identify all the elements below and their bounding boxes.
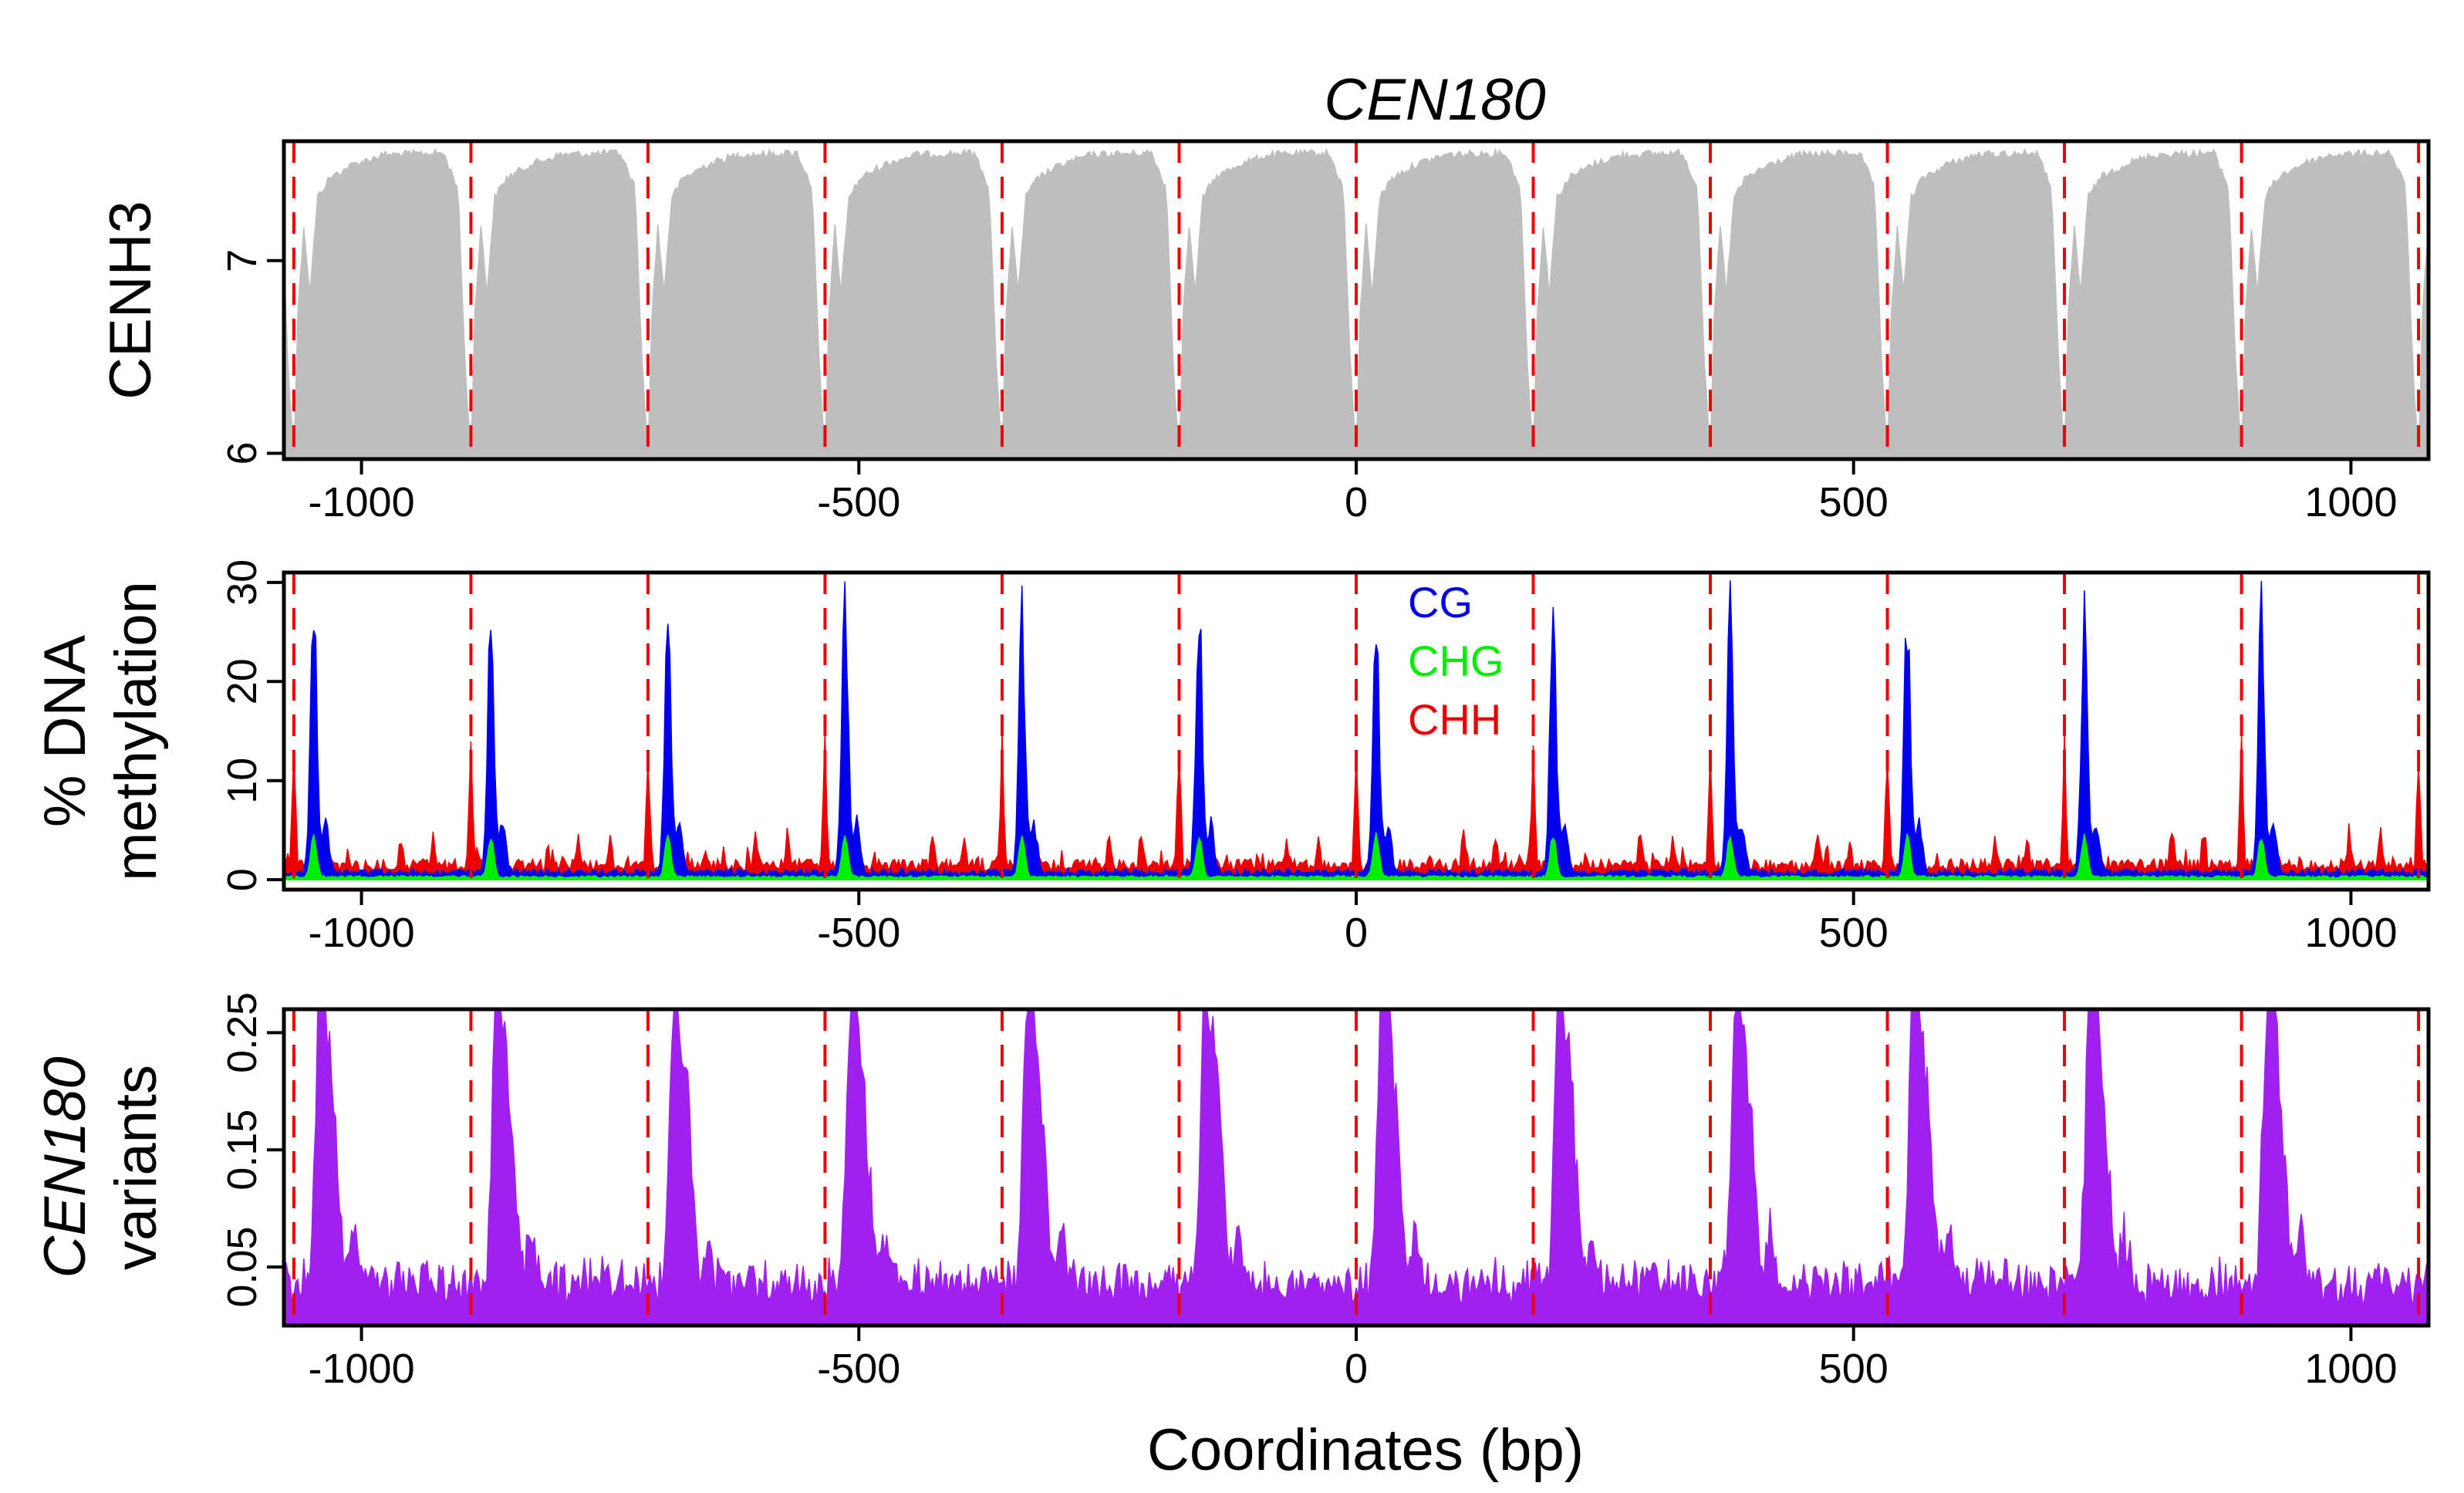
x-tick-label: 1000 <box>2304 910 2397 956</box>
x-tick-label: -1000 <box>309 910 415 956</box>
y-axis-title: CEN180 <box>32 1056 98 1278</box>
x-tick-label: 0 <box>1345 1346 1368 1392</box>
y-tick-label: 30 <box>219 559 265 606</box>
x-tick-label: -500 <box>817 1346 900 1392</box>
x-tick-label: -500 <box>817 910 900 956</box>
x-tick-label: 500 <box>1819 910 1889 956</box>
x-tick-label: 500 <box>1819 1346 1889 1392</box>
x-tick-label: 1000 <box>2304 479 2397 525</box>
y-tick-label: 0.05 <box>219 1227 265 1308</box>
x-tick-label: -500 <box>817 479 900 525</box>
y-axis-title: methylation <box>103 581 169 881</box>
y-tick-label: 0.15 <box>219 1110 265 1191</box>
x-tick-label: -1000 <box>309 479 415 525</box>
x-axis-title: Coordinates (bp) <box>1147 1417 1584 1483</box>
x-tick-label: -1000 <box>309 1346 415 1392</box>
x-tick-label: 500 <box>1819 479 1889 525</box>
y-tick-label: 20 <box>219 658 265 704</box>
y-tick-label: 10 <box>219 758 265 804</box>
y-axis-title: variants <box>103 1065 169 1270</box>
variants-panel: 0.05 0.15 0.25 -1000 -500 0 500 1000 CEN180 varia… <box>32 992 2431 1392</box>
y-tick-label: 6 <box>219 441 265 464</box>
x-tick-label: 0 <box>1345 479 1368 525</box>
legend-entry-chh: CHH <box>1408 695 1501 744</box>
cenh3-area <box>283 147 2429 460</box>
y-axis-title: % DNA <box>32 635 98 827</box>
methylation-panel: 0 10 20 30 -1000 -500 0 500 1000 % DNA methylation… <box>32 559 2431 956</box>
cenh3-panel: 6 7 -1000 -500 0 500 1000 CENH3 <box>98 139 2431 525</box>
legend-entry-cg: CG <box>1408 578 1473 627</box>
y-tick-label: 0.25 <box>219 992 265 1073</box>
chart-title: CEN180 <box>1324 67 1545 133</box>
x-tick-label: 0 <box>1345 910 1368 956</box>
y-axis-title: CENH3 <box>98 201 164 400</box>
y-tick-label: 7 <box>219 249 265 272</box>
y-tick-label: 0 <box>219 868 265 891</box>
legend-entry-chg: CHG <box>1408 637 1504 685</box>
x-tick-label: 1000 <box>2304 1346 2397 1392</box>
variants-area <box>283 1008 2429 1326</box>
